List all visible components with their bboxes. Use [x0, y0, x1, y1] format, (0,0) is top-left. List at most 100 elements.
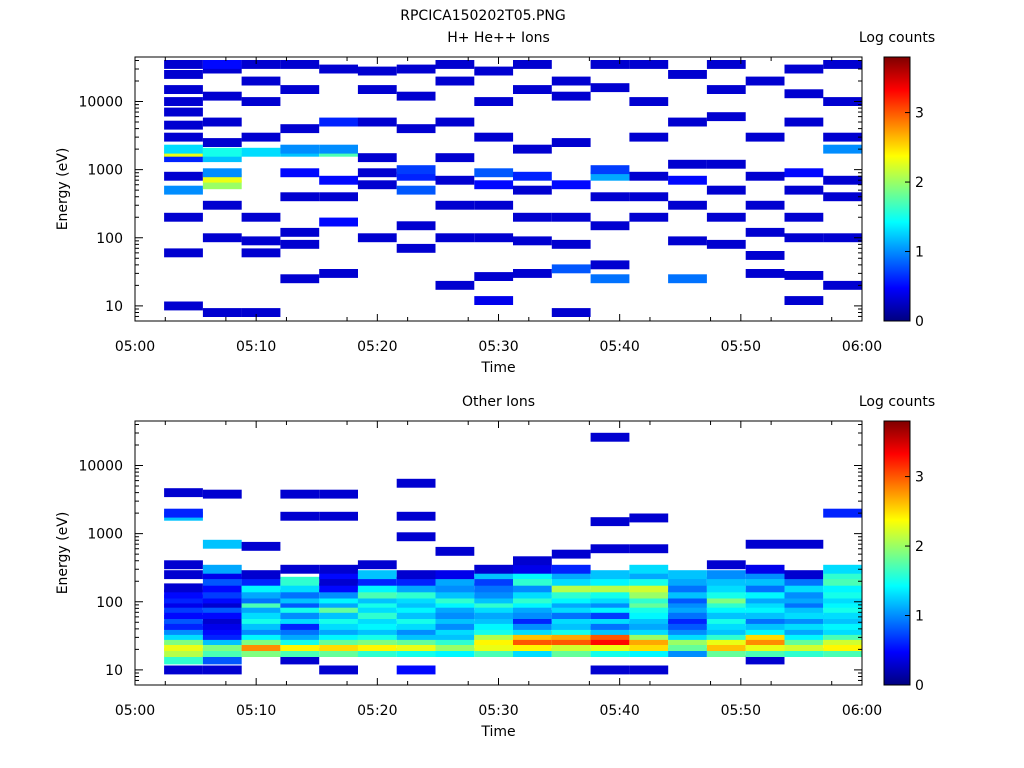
- colorbar-tick-label: 1: [915, 245, 924, 261]
- spectrogram-cell: [396, 621, 436, 630]
- spectrogram-cell: [551, 615, 591, 624]
- spectrogram-cell: [784, 648, 824, 657]
- spectrogram-cell: [319, 489, 358, 499]
- spectrogram-cell: [202, 168, 242, 178]
- spectrogram-cell: [202, 594, 242, 604]
- spectrogram-cell: [551, 180, 591, 190]
- spectrogram-cell: [164, 85, 203, 94]
- spectrogram-cell: [202, 626, 242, 635]
- spectrogram-cell: [319, 589, 358, 599]
- colorbar: [883, 56, 911, 322]
- spectrogram-cell: [474, 180, 514, 190]
- spectrogram-cell: [784, 271, 824, 280]
- y-tick-label: 10000: [78, 459, 123, 475]
- spectrogram-cell: [706, 589, 746, 599]
- spectrogram-cell: [319, 603, 358, 613]
- spectrogram-cell: [396, 570, 436, 580]
- spectrogram-cell: [202, 655, 242, 665]
- spectrogram-cell: [357, 636, 397, 645]
- spectrogram-cell: [629, 603, 669, 613]
- spectrogram-cell: [396, 91, 436, 101]
- spectrogram-cell: [513, 589, 552, 599]
- spectrogram-cell: [241, 621, 281, 630]
- spectrogram-cell: [513, 583, 552, 593]
- spectrogram-cell: [474, 564, 514, 574]
- spectrogram-cell: [784, 636, 824, 645]
- spectrogram-cell: [745, 583, 785, 593]
- spectrogram-cell: [435, 594, 475, 604]
- spectrogram-cell: [435, 603, 475, 613]
- spectrogram-cell: [513, 60, 552, 69]
- spectrogram-cell: [241, 308, 281, 317]
- spectrogram-cell: [202, 60, 242, 69]
- spectrogram-cell: [551, 642, 591, 651]
- colorbar-tick-label: 3: [915, 470, 924, 486]
- spectrogram-cell: [202, 233, 242, 243]
- x-tick-label: 05:40: [599, 339, 639, 355]
- spectrogram-cell: [784, 603, 824, 613]
- spectrogram-cell: [357, 610, 397, 619]
- spectrogram-cell: [823, 192, 862, 202]
- spectrogram-cell: [164, 60, 203, 69]
- spectrogram-cell: [474, 603, 514, 613]
- spectrogram-cell: [280, 655, 320, 665]
- spectrogram-cell: [280, 583, 320, 593]
- spectrogram-cell: [551, 549, 591, 559]
- spectrogram-cell: [280, 227, 320, 237]
- spectrogram-cell: [668, 615, 707, 624]
- spectrogram-cell: [823, 594, 862, 604]
- spectrogram-cell: [319, 269, 358, 278]
- spectrogram-cell: [629, 594, 669, 604]
- spectrogram-cell: [280, 124, 320, 134]
- spectrogram-cell: [164, 301, 203, 311]
- spectrogram-cell: [164, 665, 203, 675]
- spectrogram-cell: [474, 576, 514, 586]
- spectrogram-cell: [164, 636, 203, 645]
- x-tick-label: 05:40: [599, 703, 639, 719]
- spectrogram-cell: [164, 508, 203, 518]
- spectrogram-cell: [668, 175, 707, 185]
- spectrogram-cell: [396, 165, 436, 175]
- spectrogram-cell: [241, 60, 281, 69]
- spectrogram-cell: [551, 239, 591, 249]
- spectrogram-cell: [164, 560, 203, 570]
- spectrogram-cell: [202, 138, 242, 147]
- spectrogram-cell: [435, 546, 475, 556]
- colorbar-label: Log counts: [859, 394, 935, 410]
- spectrogram-cell: [241, 541, 281, 551]
- spectrogram-cell: [435, 583, 475, 593]
- spectrogram-cell: [241, 583, 281, 593]
- colorbar: [883, 420, 911, 686]
- spectrogram-cell: [357, 594, 397, 604]
- spectrogram-cell: [784, 631, 824, 640]
- spectrogram-cell: [202, 589, 242, 599]
- spectrogram-cell: [435, 576, 475, 586]
- spectrogram-cell: [706, 621, 746, 630]
- spectrogram-cell: [280, 594, 320, 604]
- spectrogram-cell: [629, 576, 669, 586]
- spectrogram-cell: [202, 147, 242, 157]
- spectrogram-cell: [629, 642, 669, 651]
- x-tick-label: 05:20: [357, 703, 397, 719]
- spectrogram-cell: [629, 615, 669, 624]
- spectrogram-cell: [629, 60, 669, 69]
- spectrogram-cell: [513, 85, 552, 94]
- spectrogram-cell: [241, 132, 281, 142]
- spectrogram-cell: [551, 264, 591, 274]
- spectrogram-cell: [590, 665, 630, 675]
- spectrogram-cell: [629, 132, 669, 142]
- spectrogram-cell: [784, 296, 824, 305]
- spectrogram-cell: [164, 589, 203, 599]
- spectrogram-cell: [513, 615, 552, 624]
- spectrogram-cell: [706, 642, 746, 651]
- spectrogram-cell: [202, 570, 242, 580]
- spectrogram-cell: [357, 626, 397, 635]
- spectrogram-cell: [319, 648, 358, 657]
- spectrogram-cell: [435, 648, 475, 657]
- spectrogram-cell: [474, 642, 514, 651]
- spectrogram-cell: [784, 212, 824, 222]
- spectrogram-cell: [706, 85, 746, 94]
- spectrogram-cell: [629, 564, 669, 574]
- spectrogram-cell: [513, 556, 552, 566]
